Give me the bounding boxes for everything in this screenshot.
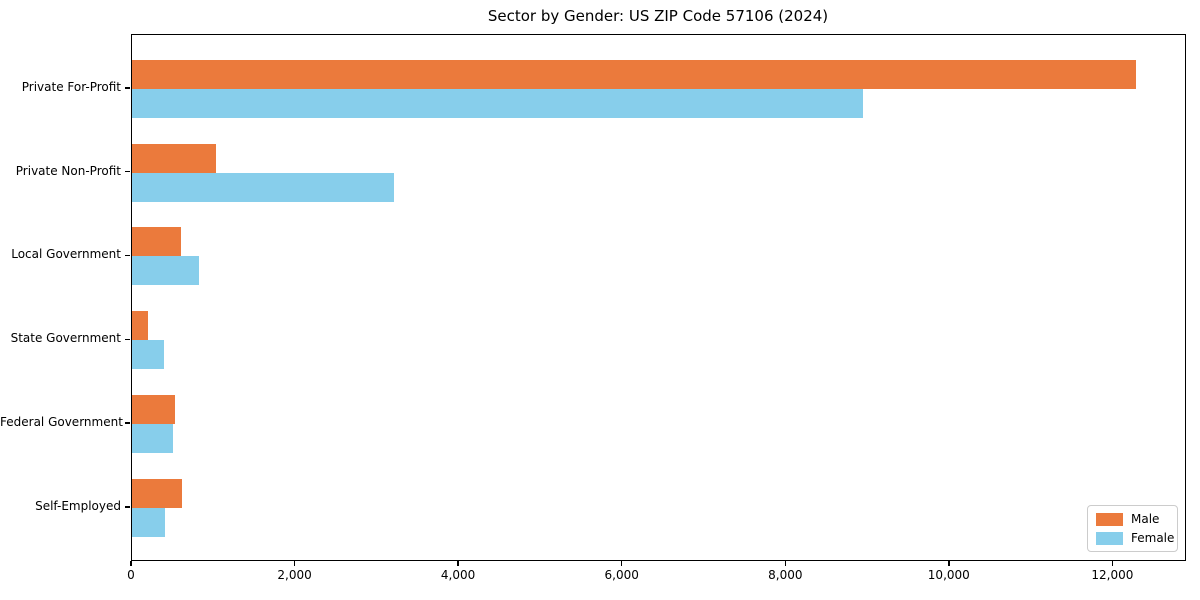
x-tick-label: 8,000 [768, 568, 803, 582]
x-tick-mark [293, 561, 296, 566]
bar-male-2 [132, 227, 182, 257]
x-tick-mark [130, 561, 132, 566]
x-tick-mark [948, 561, 950, 566]
bar-female-5 [132, 508, 165, 538]
y-tick-label: Private For-Profit [21, 79, 121, 94]
legend-item-male: Male [1096, 512, 1169, 526]
legend: Male Female [1087, 505, 1178, 552]
y-tick-label: Private Non-Profit [15, 163, 121, 178]
y-tick-mark [124, 506, 130, 508]
y-tick-mark [124, 87, 130, 89]
x-tick-label: 10,000 [927, 568, 970, 582]
y-tick-mark [124, 422, 130, 424]
x-tick-label: 4,000 [440, 568, 476, 582]
bar-female-4 [132, 424, 173, 454]
bar-male-3 [132, 311, 148, 341]
female-swatch-icon [1096, 531, 1123, 545]
x-tick-mark [784, 561, 786, 566]
x-tick-mark [620, 561, 623, 566]
bar-female-3 [132, 340, 164, 370]
legend-label-male: Male [1131, 512, 1160, 526]
y-tick-label: Self-Employed [35, 499, 121, 514]
y-tick-mark [124, 254, 130, 257]
bar-female-1 [132, 172, 394, 202]
bar-male-1 [132, 143, 217, 173]
y-tick-label: Federal Government [0, 415, 123, 430]
y-tick-mark [124, 338, 130, 341]
bar-male-4 [132, 395, 175, 425]
male-swatch-icon [1096, 512, 1123, 526]
chart-title: Sector by Gender: US ZIP Code 57106 (202… [487, 7, 829, 25]
x-tick-mark [1111, 561, 1114, 566]
bar-male-5 [132, 479, 182, 509]
legend-item-female: Female [1096, 531, 1174, 545]
plot-area: Male Female [131, 34, 1186, 561]
y-tick-label: Local Government [11, 247, 121, 262]
bar-female-2 [132, 256, 200, 286]
bar-female-0 [132, 88, 864, 118]
bar-male-0 [132, 59, 1136, 89]
y-tick-label: State Government [10, 331, 121, 346]
legend-label-female: Female [1131, 531, 1175, 545]
x-tick-label: 12,000 [1091, 568, 1134, 582]
x-tick-mark [457, 561, 459, 566]
y-tick-mark [124, 170, 130, 173]
x-tick-label: 0 [127, 568, 135, 582]
x-tick-label: 6,000 [604, 568, 639, 582]
x-tick-label: 2,000 [277, 568, 312, 582]
